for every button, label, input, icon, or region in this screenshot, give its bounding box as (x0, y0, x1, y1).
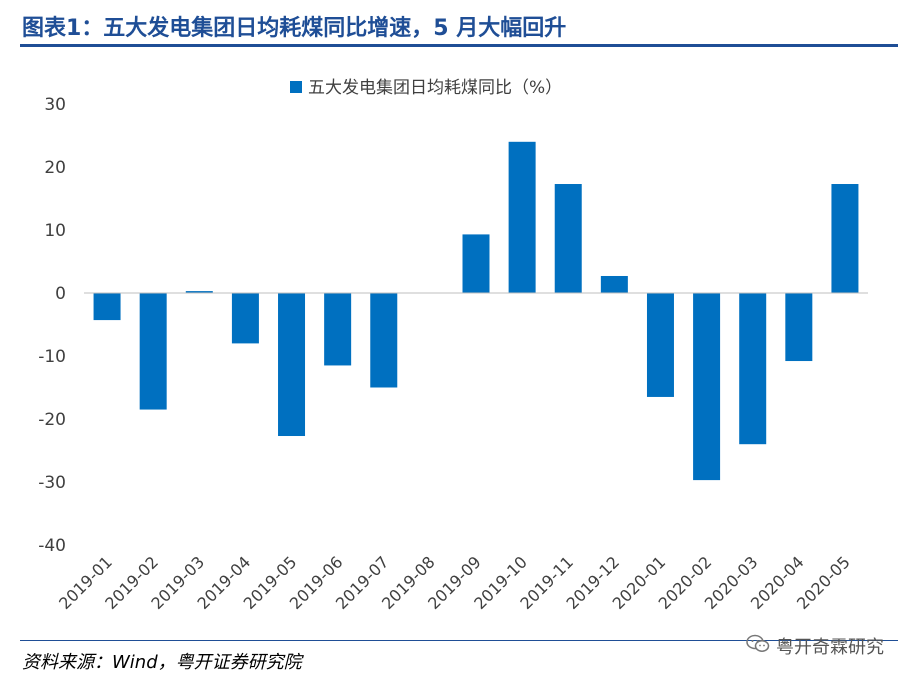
bar-2020-02 (693, 293, 721, 481)
bar-chart: 五大发电集团日均耗煤同比（%） 30 20 10 0 -10 -20 -30 -40 2019… (38, 78, 868, 613)
bar-2020-04 (785, 293, 813, 362)
chart-legend: 五大发电集团日均耗煤同比（%） (290, 78, 562, 98)
watermark-text: 粤开奇霖研究 (776, 637, 884, 658)
legend-swatch (290, 81, 302, 93)
bar-2019-11 (554, 184, 582, 293)
y-tick-label: 30 (44, 95, 66, 115)
bar-2019-09 (462, 234, 490, 293)
watermark: 粤开奇霖研究 (746, 633, 884, 659)
bar-2020-01 (646, 293, 674, 397)
y-axis: 30 20 10 0 -10 -20 -30 -40 (38, 95, 66, 556)
y-tick-label: 20 (44, 158, 66, 178)
y-tick-label: 10 (44, 221, 66, 241)
y-tick-label: -30 (38, 473, 66, 493)
page-title: 图表1：五大发电集团日均耗煤同比增速，5 月大幅回升 (22, 16, 567, 41)
bar-2019-02 (139, 293, 167, 410)
y-tick-label: -10 (38, 347, 66, 367)
x-axis: 2019-012019-022019-032019-042019-052019-… (55, 552, 854, 613)
y-tick-label: -40 (38, 536, 66, 556)
bar-2019-06 (324, 293, 352, 366)
source-note: 资料来源：Wind，粤开证券研究院 (22, 652, 302, 673)
bar-2020-03 (739, 293, 767, 445)
y-tick-label: 0 (55, 284, 66, 304)
bar-2019-10 (508, 141, 536, 293)
bar-2020-05 (831, 184, 859, 293)
bars-group (93, 141, 859, 481)
bar-2019-03 (185, 291, 213, 293)
bar-2019-12 (600, 275, 628, 293)
bar-2019-01 (93, 293, 121, 321)
legend-label: 五大发电集团日均耗煤同比（%） (308, 78, 562, 98)
bar-2019-07 (370, 293, 398, 388)
title-divider (20, 44, 898, 47)
y-tick-label: -20 (38, 410, 66, 430)
bar-2019-05 (278, 293, 306, 437)
bar-2019-04 (231, 293, 259, 344)
source-divider (20, 640, 898, 641)
wechat-icon (746, 634, 770, 659)
